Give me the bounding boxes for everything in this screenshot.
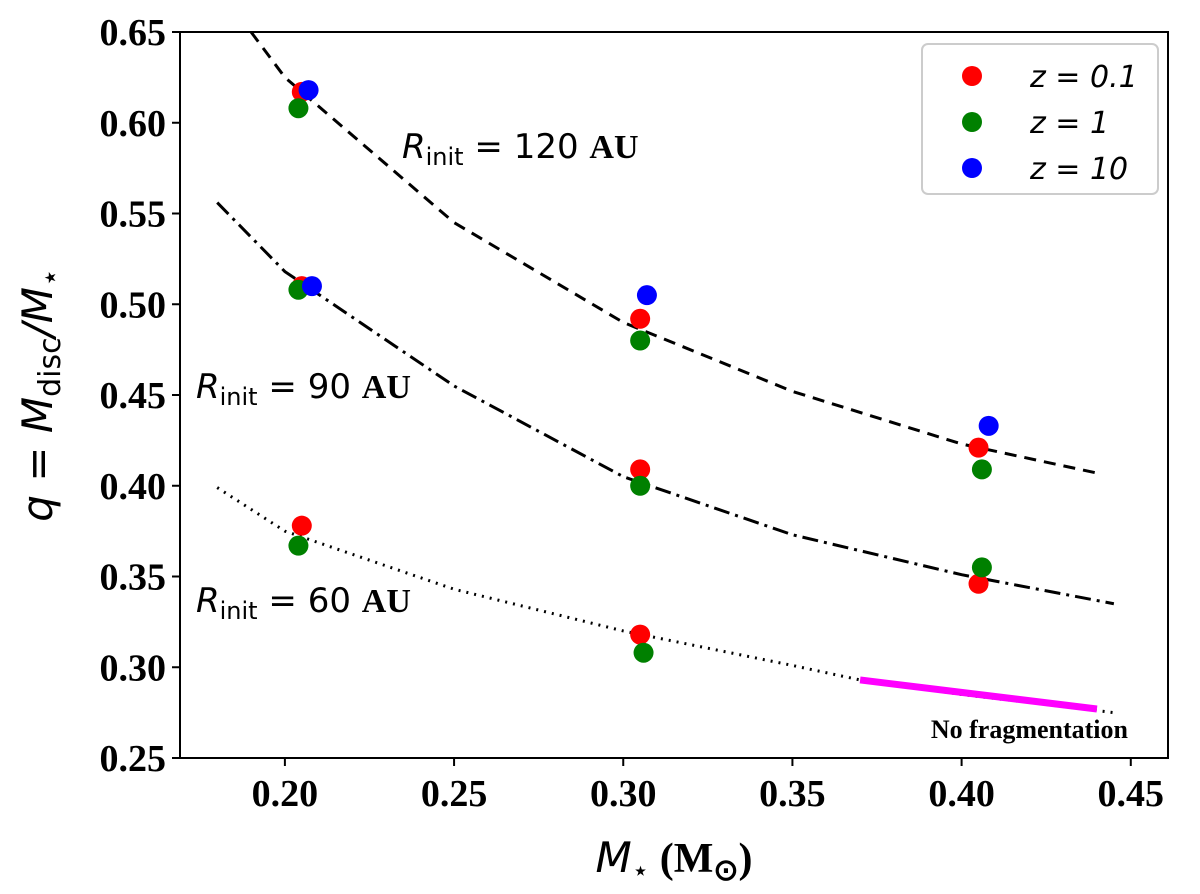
point: [630, 459, 651, 480]
point: [633, 642, 654, 663]
y-tick-label: 0.35: [100, 557, 167, 599]
x-tick-label: 0.40: [928, 773, 995, 815]
curve-label: Rinit = 60 AU: [196, 581, 411, 625]
point: [291, 515, 312, 536]
curve-label-symbol: R: [196, 367, 220, 407]
curve-label: Rinit = 90 AU: [196, 367, 411, 411]
curve-label-unit: AU: [589, 129, 638, 166]
point: [978, 415, 999, 436]
curve-label-symbol: R: [196, 581, 220, 621]
legend-label: z = 0.1: [1029, 60, 1138, 95]
curve-label-symbol: R: [402, 127, 426, 167]
point: [630, 475, 651, 496]
y-tick-label: 0.60: [100, 103, 167, 145]
point: [630, 308, 651, 329]
y-tick-label: 0.25: [100, 738, 167, 780]
legend-marker: [962, 158, 982, 178]
curve-label-text: = 90: [258, 367, 362, 407]
point: [301, 276, 322, 297]
legend-label: z = 1: [1029, 106, 1109, 141]
curve-label: Rinit = 120 AU: [402, 127, 639, 171]
point: [630, 330, 651, 351]
legend-box: [921, 43, 1159, 195]
curve-label-unit: AU: [362, 369, 411, 406]
curve-label-text: = 60: [258, 581, 362, 621]
point: [968, 573, 989, 594]
point: [971, 459, 992, 480]
point: [298, 80, 319, 101]
y-tick-label: 0.65: [100, 12, 167, 54]
point: [288, 98, 309, 119]
x-tick-label: 0.35: [759, 773, 826, 815]
point: [971, 557, 992, 578]
no-fragmentation-note: No fragmentation: [931, 715, 1129, 744]
x-axis-label: M⋆ (M⊙): [595, 833, 752, 887]
legend-marker: [962, 112, 982, 132]
y-tick-label: 0.30: [100, 647, 167, 689]
curve-label-unit: AU: [362, 583, 411, 620]
point: [288, 535, 309, 556]
y-tick-label: 0.55: [100, 194, 167, 236]
legend-label: z = 10: [1029, 152, 1128, 187]
y-axis-label: q = Mdisc/M⋆: [13, 268, 68, 522]
point: [968, 437, 989, 458]
curve: [859, 676, 1098, 713]
y-tick-label: 0.40: [100, 466, 167, 508]
point: [630, 624, 651, 645]
legend-marker: [962, 66, 982, 86]
x-tick-label: 0.45: [1098, 773, 1165, 815]
y-tick-label: 0.45: [100, 375, 167, 417]
curve-label-subscript: init: [220, 597, 258, 625]
curve-label-text: = 120: [464, 127, 590, 167]
y-tick-label: 0.50: [100, 284, 167, 326]
curve-label-subscript: init: [220, 383, 258, 411]
x-tick-label: 0.30: [590, 773, 657, 815]
x-tick-label: 0.25: [421, 773, 488, 815]
curve: [216, 201, 1115, 606]
curve-label-subscript: init: [426, 143, 464, 171]
point: [636, 285, 657, 306]
x-tick-label: 0.20: [252, 773, 319, 815]
